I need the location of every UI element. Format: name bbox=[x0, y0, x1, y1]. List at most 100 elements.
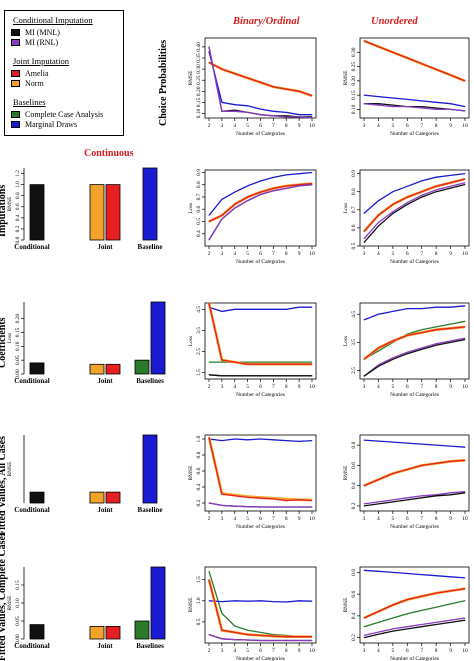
x-tick-label: 7 bbox=[272, 516, 275, 522]
data-point-mi_rnl bbox=[450, 109, 451, 110]
data-point-marginal bbox=[298, 441, 300, 442]
data-point-amelia bbox=[450, 460, 451, 462]
data-point-marginal bbox=[363, 439, 365, 441]
data-point-mi_rnl bbox=[208, 634, 210, 635]
bar-marginal bbox=[150, 301, 166, 375]
data-point-amelia bbox=[392, 340, 394, 342]
data-point-marginal bbox=[450, 306, 451, 308]
legend-item-mi-rnl: MI (RNL) bbox=[11, 38, 58, 47]
x-tick-label: 8 bbox=[435, 123, 438, 129]
data-point-amelia bbox=[273, 188, 274, 189]
data-point-marginal bbox=[435, 444, 437, 446]
data-point-mi_mnl bbox=[464, 339, 466, 340]
data-point-mi_rnl bbox=[363, 635, 365, 636]
plot-frame bbox=[359, 302, 470, 380]
x-tick-label: 4 bbox=[377, 648, 380, 654]
data-point-mi_rnl bbox=[247, 112, 249, 113]
bar-marginal bbox=[142, 167, 158, 241]
y-tick-label: 0.05 bbox=[15, 616, 21, 626]
data-point-marginal bbox=[298, 306, 300, 308]
data-point-cca bbox=[260, 632, 261, 633]
data-point-amelia bbox=[392, 604, 394, 606]
data-point-mi_rnl bbox=[285, 188, 287, 189]
data-point-mi_rnl bbox=[406, 202, 408, 204]
y-tick-label: 2.5 bbox=[196, 348, 202, 355]
bar-group-label: Joint bbox=[97, 243, 113, 251]
x-tick-label: 7 bbox=[420, 123, 423, 129]
data-point-mi_mnl bbox=[363, 505, 365, 507]
data-point-mi_rnl bbox=[208, 239, 210, 241]
y-tick-label: 0.20 bbox=[351, 76, 357, 86]
data-point-marginal bbox=[435, 575, 437, 577]
data-point-mi_mnl bbox=[378, 503, 379, 505]
y-axis-label: RMSE bbox=[7, 196, 13, 212]
x-tick-label: 9 bbox=[449, 384, 452, 390]
data-point-marginal bbox=[298, 173, 300, 175]
data-point-amelia bbox=[378, 347, 379, 349]
data-point-marginal bbox=[421, 100, 423, 102]
y-axis-label: RMSE bbox=[188, 70, 194, 86]
data-point-mi_mnl bbox=[247, 375, 249, 377]
data-point-cca bbox=[298, 361, 300, 363]
data-point-amelia bbox=[260, 635, 261, 636]
y-axis-label: Loss bbox=[188, 336, 194, 346]
data-point-marginal bbox=[260, 180, 261, 182]
data-point-amelia bbox=[311, 95, 313, 97]
y-axis-label: Loss bbox=[188, 203, 194, 213]
data-point-amelia bbox=[435, 329, 437, 331]
x-tick-label: 7 bbox=[420, 648, 423, 654]
data-point-mi_mnl bbox=[363, 375, 365, 377]
data-point-amelia bbox=[363, 485, 365, 487]
x-tick-label: 9 bbox=[298, 251, 301, 257]
x-tick-label: 6 bbox=[406, 384, 409, 390]
x-axis-label: Number of Categories bbox=[390, 523, 439, 530]
data-point-amelia bbox=[221, 493, 223, 495]
data-point-amelia bbox=[464, 80, 466, 82]
data-point-marginal bbox=[234, 308, 236, 310]
data-point-amelia bbox=[247, 634, 249, 635]
row-label-imputations: Imputations bbox=[0, 184, 8, 237]
data-point-amelia bbox=[208, 437, 210, 438]
data-point-amelia bbox=[260, 82, 261, 83]
x-axis-label: Number of Categories bbox=[236, 258, 285, 265]
y-tick-label: 0.4 bbox=[351, 482, 357, 489]
data-point-cca bbox=[273, 634, 274, 635]
data-point-amelia bbox=[298, 184, 300, 186]
data-point-marginal bbox=[421, 574, 423, 575]
y-tick-label: 0.10 bbox=[351, 104, 357, 114]
series-line-mi_mnl bbox=[363, 183, 466, 243]
legend-swatch bbox=[11, 111, 20, 118]
data-point-marginal bbox=[247, 185, 249, 187]
data-point-mi_rnl bbox=[363, 238, 365, 240]
data-point-amelia bbox=[285, 88, 287, 90]
data-point-amelia bbox=[392, 51, 394, 53]
bar-group-label: Conditional bbox=[14, 377, 49, 385]
data-point-marginal bbox=[234, 104, 236, 106]
data-point-amelia bbox=[421, 191, 423, 193]
y-tick-label: 0.9 bbox=[351, 170, 357, 177]
data-point-marginal bbox=[392, 97, 394, 99]
data-point-mi_mnl bbox=[378, 633, 379, 635]
data-point-mi_rnl bbox=[247, 639, 249, 641]
y-tick-label: 1.0 bbox=[196, 597, 202, 604]
y-tick-label: 0.7 bbox=[196, 193, 202, 200]
data-point-mi_rnl bbox=[273, 640, 274, 641]
data-point-amelia bbox=[378, 611, 379, 612]
bar-cca bbox=[134, 620, 150, 640]
series-line-mi_rnl bbox=[363, 337, 466, 377]
data-point-mi_rnl bbox=[435, 343, 437, 345]
data-point-marginal bbox=[221, 601, 223, 602]
x-tick-label: 5 bbox=[391, 251, 394, 257]
x-tick-label: 4 bbox=[377, 123, 380, 129]
data-point-mi_rnl bbox=[247, 200, 249, 202]
data-point-mi_mnl bbox=[421, 497, 423, 499]
bar-group-label: Conditional bbox=[14, 642, 49, 650]
data-point-amelia bbox=[464, 588, 466, 590]
series-line-norm bbox=[207, 437, 312, 502]
bar-group-label: Baseline bbox=[138, 243, 163, 251]
data-point-marginal bbox=[406, 308, 408, 309]
y-tick-label: 0.2 bbox=[351, 502, 357, 509]
legend-label: Complete Case Analysis bbox=[25, 110, 104, 119]
x-tick-label: 9 bbox=[298, 384, 301, 390]
